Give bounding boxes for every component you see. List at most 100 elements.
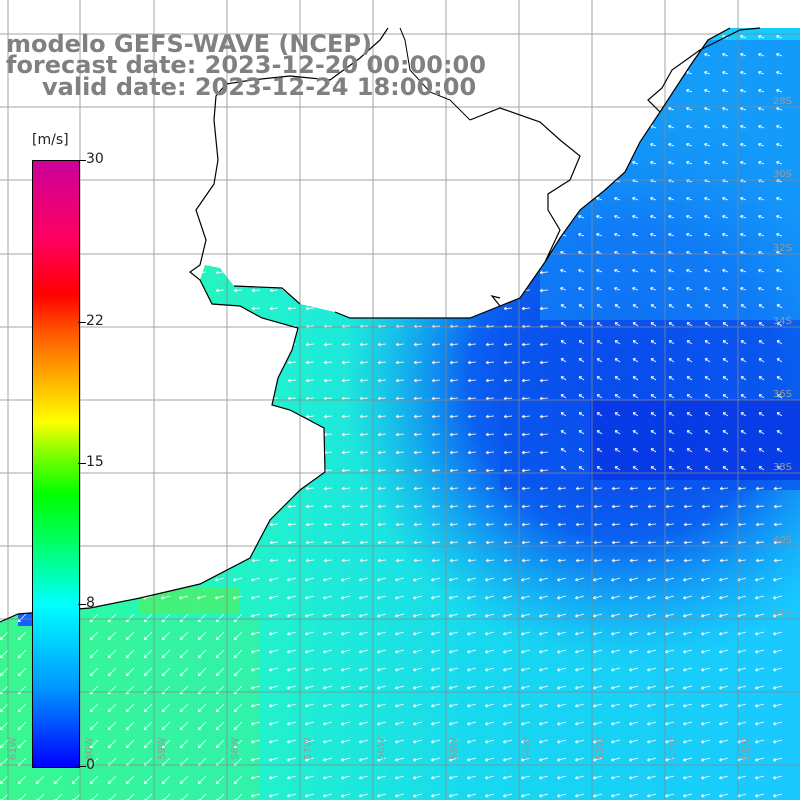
wind-arrow [740, 286, 747, 291]
wind-arrow [773, 703, 783, 708]
wind-arrow [449, 685, 459, 690]
wind-arrow [503, 234, 513, 239]
wind-arrow [251, 324, 261, 329]
wind-arrow [395, 342, 405, 347]
wind-arrow [197, 649, 207, 659]
wind-arrow [755, 721, 765, 726]
wind-arrow [611, 667, 621, 672]
wind-arrow [611, 595, 621, 600]
wind-arrow [287, 558, 297, 563]
wind-arrow [467, 613, 477, 618]
wind-arrow [0, 667, 9, 677]
wind-arrow [287, 739, 297, 744]
wind-arrow [413, 468, 423, 473]
wind-arrow [233, 504, 243, 509]
wind-arrow [740, 160, 747, 165]
wind-arrow [71, 144, 81, 149]
wind-arrow [377, 342, 387, 347]
wind-arrow [776, 412, 783, 417]
wind-arrow [377, 540, 387, 545]
wind-arrow [683, 540, 693, 545]
wind-arrow [287, 162, 297, 167]
wind-arrow [269, 270, 279, 275]
wind-arrow [0, 793, 9, 800]
wind-arrow [722, 340, 729, 345]
wind-arrow [611, 703, 621, 708]
wind-arrow [179, 775, 189, 785]
wind-arrow [377, 757, 387, 762]
wind-arrow [449, 162, 459, 167]
wind-arrow [521, 757, 531, 762]
wind-arrow [665, 685, 675, 690]
wind-arrow [629, 775, 639, 780]
wind-arrow [251, 414, 261, 419]
wind-arrow [107, 198, 117, 203]
wind-arrow [0, 126, 9, 131]
wind-arrow [179, 703, 189, 713]
wind-arrow [758, 268, 765, 273]
wind-arrow [503, 504, 513, 509]
wind-arrow [323, 577, 333, 582]
wind-arrow [215, 270, 225, 275]
wind-arrow [431, 450, 441, 455]
wind-arrow [0, 540, 9, 545]
wind-arrow [269, 577, 279, 582]
wind-arrow [665, 577, 675, 582]
wind-arrow [719, 577, 729, 582]
wind-arrow [161, 126, 171, 131]
wind-arrow [215, 378, 225, 383]
wind-arrow [467, 162, 477, 167]
wind-arrow [251, 685, 261, 690]
wind-arrow [539, 577, 549, 582]
wind-arrow [161, 703, 171, 713]
wind-arrow [431, 703, 441, 708]
wind-arrow [197, 324, 207, 329]
wind-arrow [704, 232, 711, 237]
wind-arrow [686, 322, 693, 327]
wind-arrow [89, 558, 99, 563]
wind-arrow [503, 540, 513, 545]
wind-arrow [107, 667, 117, 677]
wind-arrow [107, 108, 117, 113]
wind-arrow [107, 522, 117, 527]
wind-arrow [143, 216, 153, 221]
wind-arrow [125, 342, 135, 347]
wind-arrow [89, 180, 99, 185]
wind-arrow [578, 124, 585, 129]
wind-arrow [305, 558, 315, 563]
wind-arrow [125, 414, 135, 419]
wind-arrow [359, 414, 369, 419]
wind-arrow [107, 162, 117, 167]
wind-arrow [179, 739, 189, 749]
wind-arrow [17, 180, 27, 185]
wind-arrow [53, 126, 63, 131]
wind-arrow [161, 234, 171, 239]
wind-arrow [359, 234, 369, 239]
wind-arrow [539, 721, 549, 726]
wind-arrow [719, 757, 729, 762]
wind-arrow [776, 268, 783, 273]
wind-arrow [197, 126, 207, 131]
wind-arrow [269, 144, 279, 149]
wind-arrow [107, 577, 117, 582]
wind-arrow [377, 486, 387, 491]
wind-arrow [614, 376, 621, 381]
wind-arrow [560, 286, 567, 291]
wind-arrow [449, 342, 459, 347]
wind-arrow [503, 739, 513, 744]
wind-arrow [650, 52, 657, 57]
wind-arrow [377, 504, 387, 509]
wind-arrow [560, 268, 567, 273]
wind-arrow [233, 739, 243, 749]
wind-arrow [125, 721, 135, 731]
wind-arrow [179, 414, 189, 419]
wind-arrow [521, 721, 531, 726]
wind-arrow [431, 540, 441, 545]
wind-arrow [632, 160, 639, 165]
wind-arrow [377, 216, 387, 221]
wind-arrow [359, 757, 369, 762]
wind-arrow [647, 540, 657, 545]
wind-arrow [125, 360, 135, 365]
wind-arrow [341, 540, 351, 545]
